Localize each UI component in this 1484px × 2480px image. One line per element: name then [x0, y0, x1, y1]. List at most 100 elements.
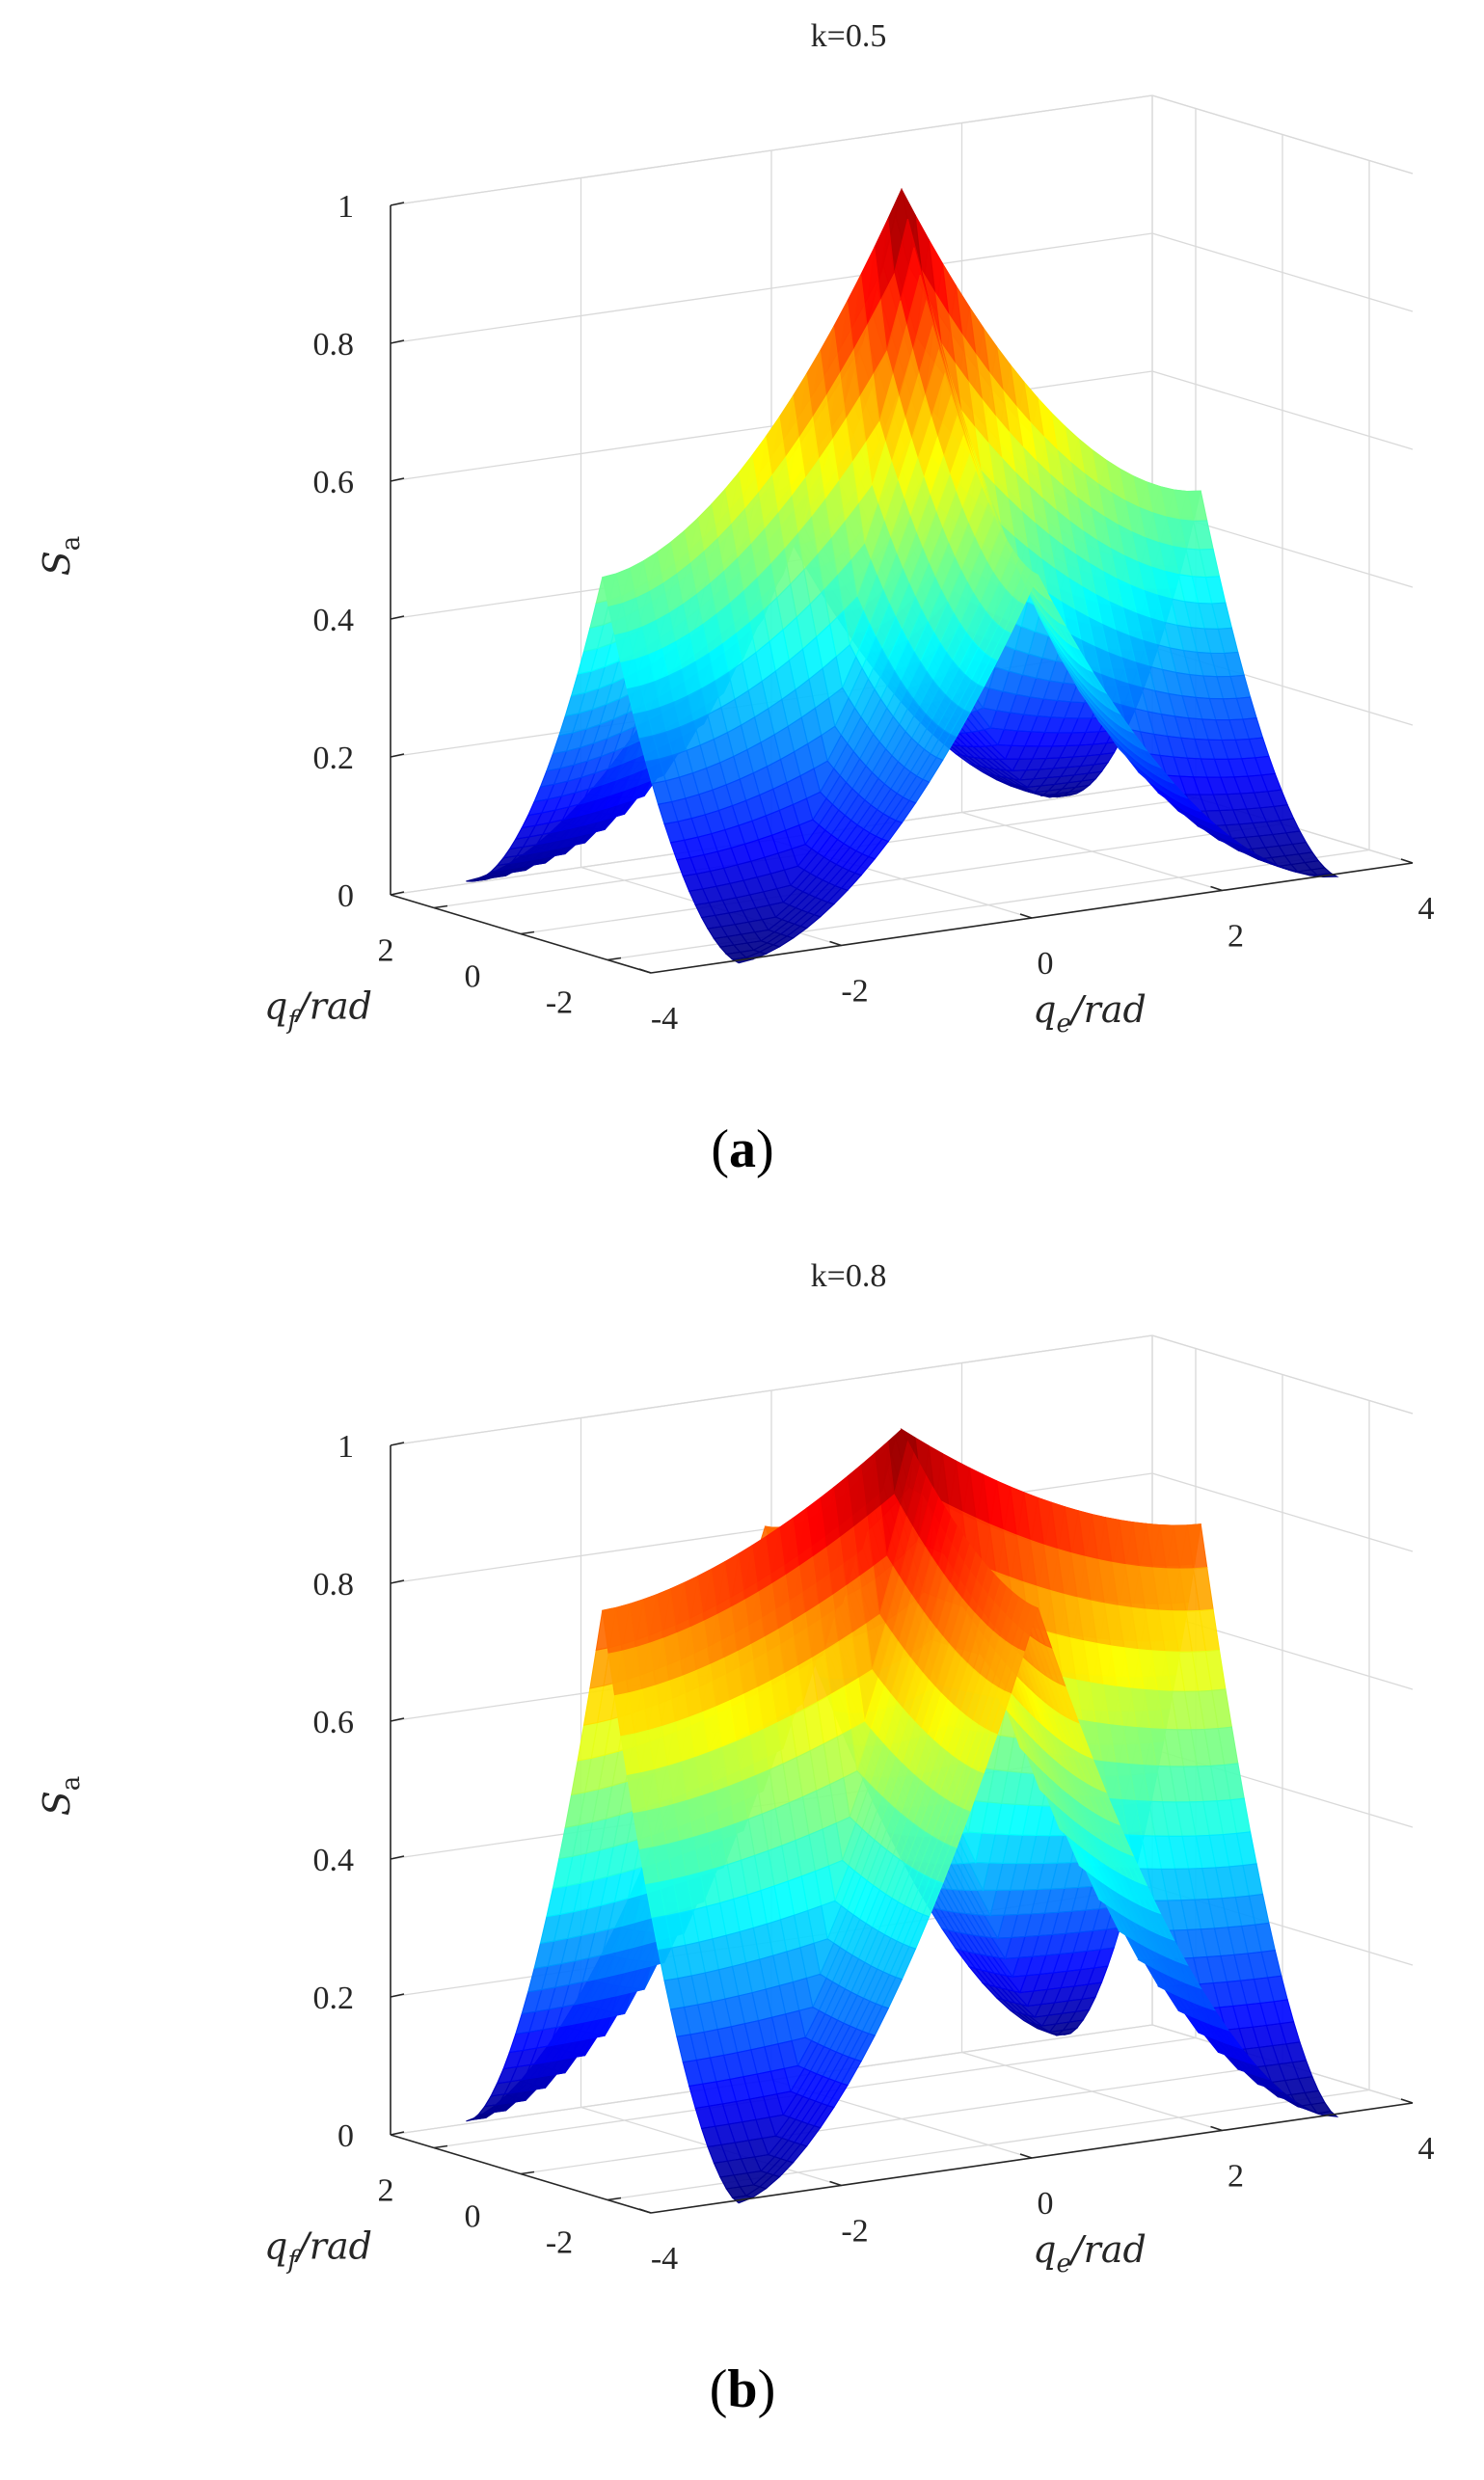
y-tick	[520, 2170, 535, 2175]
y-tick-label: 0	[465, 959, 481, 995]
z-axis-label: Sa	[36, 536, 86, 577]
x-tick-label: -4	[651, 2241, 678, 2277]
y-axis-label-main: q	[264, 2225, 287, 2268]
x-tick	[1019, 913, 1033, 919]
z-axis-label-sub: a	[57, 1776, 86, 1792]
wall-top-edge	[1151, 1334, 1414, 1415]
x-axis-label-main: q	[1033, 2228, 1056, 2271]
z-tick	[390, 2131, 405, 2136]
z-tick	[390, 1855, 405, 1860]
z-tick-label: 0.2	[313, 1981, 355, 2016]
x-tick-label: 2	[1228, 2159, 1244, 2195]
z-tick-label: 0	[337, 2118, 354, 2154]
y-tick	[607, 957, 622, 961]
x-tick	[1019, 2153, 1033, 2159]
wall-grid-z	[1151, 370, 1414, 450]
x-tick	[829, 2180, 842, 2187]
x-tick-label: -2	[841, 974, 868, 1010]
z-tick-label: 0.2	[313, 741, 355, 776]
z-tick-label: 0.4	[313, 603, 355, 638]
x-axis-label-main: q	[1033, 988, 1056, 1031]
z-tick-label: 0.6	[313, 1705, 355, 1740]
y-tick-label: 2	[378, 2173, 394, 2209]
surface-mesh-b	[466, 1428, 1339, 2204]
z-axis-label: Sa	[36, 1776, 86, 1817]
z-tick-label: 0.4	[313, 1843, 355, 1878]
y-tick	[433, 2144, 448, 2149]
y-tick	[433, 904, 448, 909]
z-tick-label: 0.6	[313, 465, 355, 500]
z-tick	[390, 477, 405, 482]
wall-grid-z	[390, 232, 1153, 344]
z-tick	[390, 1717, 405, 1722]
y-axis-label-main: q	[264, 985, 287, 1028]
x-tick	[1400, 858, 1414, 864]
z-tick-label: 1	[337, 1429, 354, 1465]
chart-panel-a: 0 0.2 0.4 0.6 0.8 1 2 0 -2 -4 -2 0 2 4 k=0.5 Sa qf/rad qe…	[36, 18, 1435, 1179]
y-tick-label: 0	[465, 2199, 481, 2235]
y-tick	[607, 2197, 622, 2201]
x-tick-label: -2	[841, 2214, 868, 2250]
x-axis-label: qe/rad	[1033, 988, 1147, 1038]
y-axis-label: qf/rad	[264, 2225, 372, 2276]
z-axis-label-sub: a	[57, 536, 86, 552]
floor-grid-y	[520, 2062, 1283, 2175]
z-tick-label: 0.8	[313, 327, 355, 363]
panel-label-close: )	[758, 2359, 776, 2419]
x-axis-label-sub: e	[1056, 2250, 1070, 2278]
y-tick-label: 2	[378, 933, 394, 969]
z-tick	[390, 753, 405, 758]
z-tick-label: 1	[337, 189, 354, 225]
x-tick-label: 2	[1228, 919, 1244, 955]
z-tick	[390, 339, 405, 344]
panel-label-letter: a	[729, 1119, 756, 1179]
x-tick	[638, 968, 652, 974]
y-tick-label: -2	[546, 985, 573, 1021]
z-tick	[390, 202, 405, 206]
panel-label: (b)	[710, 2359, 775, 2419]
x-tick	[829, 940, 842, 947]
z-tick	[390, 891, 405, 896]
chart-title: k=0.5	[811, 18, 887, 54]
wall-top-edge	[1151, 94, 1414, 175]
x-tick-label: 4	[1418, 891, 1435, 927]
wall-grid-z	[1151, 232, 1414, 312]
x-tick-label: 4	[1418, 2131, 1435, 2167]
x-tick	[1210, 885, 1223, 892]
y-axis-label-unit: /rad	[293, 985, 372, 1028]
z-tick	[390, 1993, 405, 1998]
y-axis-label-unit: /rad	[293, 2225, 372, 2268]
z-tick	[390, 1442, 405, 1446]
panel-label-open: (	[710, 2359, 728, 2419]
panel-label-close: )	[756, 1119, 774, 1179]
z-axis-label-main: S	[36, 1791, 78, 1816]
chart-panel-b: 0 0.2 0.4 0.6 0.8 1 2 0 -2 -4 -2 0 2 4 k=0.8 Sa qf/rad qe…	[0, 1240, 1484, 2480]
floor-grid-y	[520, 822, 1283, 935]
x-axis-label-unit: /rad	[1067, 988, 1147, 1031]
x-tick	[638, 2208, 652, 2214]
wall-grid-z	[1151, 1472, 1414, 1552]
wall-top-edge	[390, 94, 1153, 206]
x-axis-label-sub: e	[1056, 1010, 1070, 1038]
surface-mesh-a	[466, 187, 1339, 964]
x-tick	[1210, 2125, 1223, 2132]
panel-label: (a)	[711, 1119, 773, 1179]
z-tick-label: 0	[337, 878, 354, 914]
wall-top-edge	[390, 1334, 1153, 1446]
z-tick	[390, 1579, 405, 1584]
y-tick	[520, 930, 535, 935]
panel-label-letter: b	[727, 2359, 757, 2419]
x-tick	[1400, 2098, 1414, 2104]
z-tick-label: 0.8	[313, 1567, 355, 1603]
chart-title: k=0.8	[811, 1258, 887, 1294]
x-tick-label: 0	[1038, 2186, 1054, 2222]
y-axis-label: qf/rad	[264, 985, 372, 1036]
z-tick	[390, 615, 405, 620]
x-tick-label: -4	[651, 1001, 678, 1037]
y-tick-label: -2	[546, 2225, 573, 2261]
panel-label-open: (	[711, 1119, 729, 1179]
x-tick-label: 0	[1038, 946, 1054, 982]
x-axis-label-unit: /rad	[1067, 2228, 1147, 2271]
